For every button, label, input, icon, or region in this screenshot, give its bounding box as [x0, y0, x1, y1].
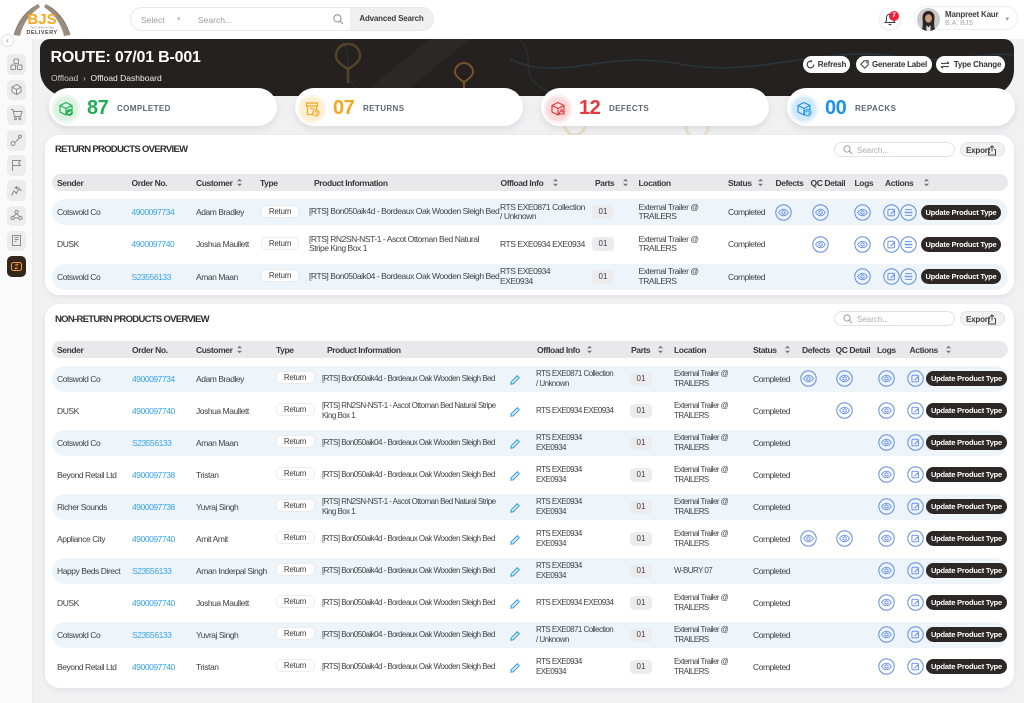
svg-text:TWO MAN HOME: TWO MAN HOME: [30, 26, 54, 30]
svg-text:DELIVERY: DELIVERY: [26, 30, 57, 36]
svg-text:BJS: BJS: [27, 11, 56, 28]
